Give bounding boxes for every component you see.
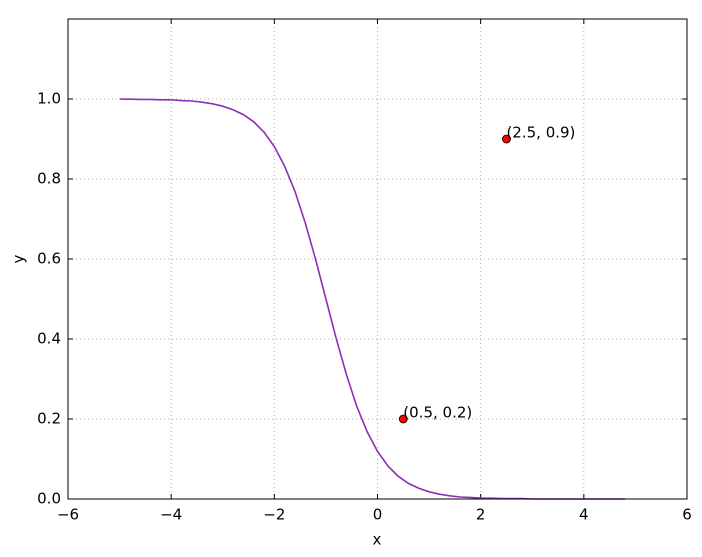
- x-tick-label: 2: [476, 506, 486, 524]
- y-tick-label: 0.4: [37, 330, 61, 348]
- x-tick-label: −2: [263, 506, 285, 524]
- y-tick-label: 1.0: [37, 90, 61, 108]
- plot-frame: [67, 18, 688, 500]
- x-tick-label: 6: [682, 506, 692, 524]
- y-tick-label: 0.8: [37, 170, 61, 188]
- y-tick-label: 0.2: [37, 410, 61, 428]
- x-tick-label: 4: [579, 506, 589, 524]
- x-axis-label: x: [373, 531, 382, 549]
- scatter-point: [502, 134, 511, 144]
- scatter-point: [398, 414, 408, 424]
- y-tick-label: 0.0: [37, 490, 61, 508]
- y-tick-label: 0.6: [37, 250, 61, 268]
- x-tick-label: −6: [57, 506, 79, 524]
- x-tick-label: −4: [160, 506, 182, 524]
- annotation: (0.5, 0.2): [403, 404, 472, 422]
- annotation: (2.5, 0.9): [506, 124, 575, 142]
- y-axis-label: y: [10, 254, 28, 263]
- x-tick-label: 0: [373, 506, 383, 524]
